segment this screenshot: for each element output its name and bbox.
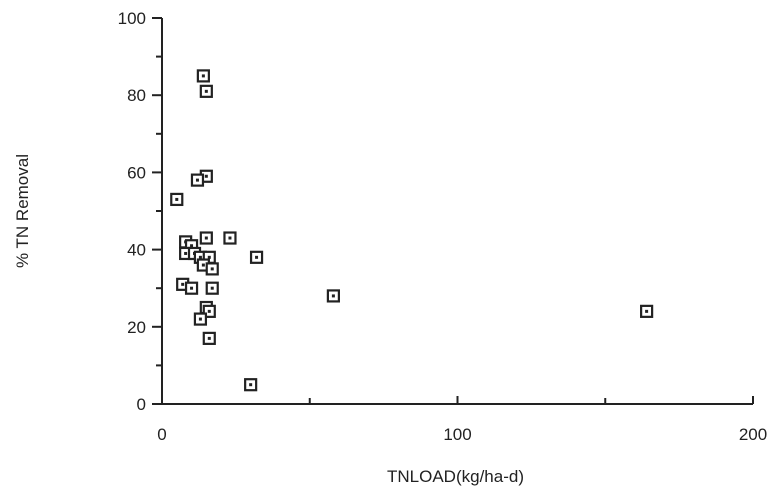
data-point [205,262,219,276]
y-tick-label: 40 [127,241,146,260]
y-tick-label: 0 [137,395,146,414]
data-point [190,173,205,187]
ticks [152,17,754,405]
tick-labels: 0 20 40 60 80 100 0 100 200 [118,9,768,444]
data-point [170,192,184,207]
x-tick-label: 100 [443,425,471,444]
data-point [249,250,264,264]
x-axis-title: TNLOAD(kg/ha-d) [387,467,524,486]
x-tick-label: 200 [739,425,767,444]
data-point [199,231,213,245]
data-point [193,312,208,326]
data-point [640,304,654,318]
data-point [326,289,340,303]
y-tick-label: 100 [118,9,146,28]
data-point [205,281,219,295]
data-point [196,69,210,83]
x-tick-label: 0 [157,425,166,444]
data-point [244,378,258,392]
data-point [202,331,216,345]
y-axis-title: % TN Removal [13,154,32,268]
data-point [199,84,213,98]
data-point [202,304,216,318]
data-points [170,69,654,392]
data-point [223,231,237,245]
y-tick-label: 20 [127,318,146,337]
y-tick-label: 80 [127,86,146,105]
data-point [184,281,199,295]
axes [161,18,753,405]
y-tick-label: 60 [127,163,146,182]
